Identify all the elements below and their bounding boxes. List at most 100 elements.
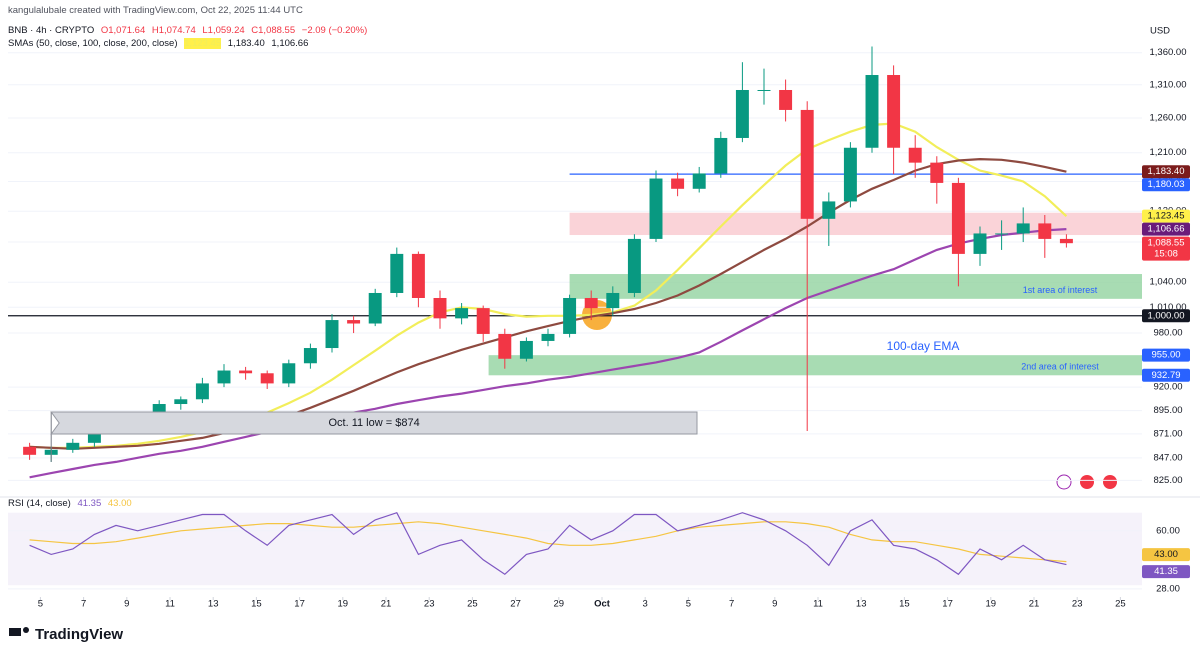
- x-tick-label: 21: [1029, 599, 1040, 610]
- rsi-value: 43.00: [107, 498, 132, 509]
- y-tick-label: 847.00: [1153, 452, 1182, 463]
- candle-body: [195, 383, 209, 400]
- zone: [569, 274, 1142, 299]
- candle-body: [433, 297, 447, 319]
- x-tick-label: 23: [1072, 599, 1083, 610]
- candle-body: [887, 75, 901, 148]
- indicator-line: SMAs (50, close, 100, close, 200, close)…: [8, 38, 312, 49]
- brand: TradingView: [9, 626, 123, 643]
- symbol-line: BNB · 4h · CRYPTO O1,071.64 H1,074.74 L1…: [8, 25, 371, 36]
- indicator-value: 1,123.45: [184, 38, 222, 49]
- price-label: 1,000.00: [1148, 310, 1185, 321]
- x-tick-label: 27: [510, 599, 521, 610]
- candle-body: [606, 292, 620, 309]
- zone-label: 1st area of interest: [1023, 285, 1098, 295]
- countdown: 15:08: [1154, 249, 1178, 260]
- rsi-value: 41.35: [77, 498, 102, 509]
- y-tick-label: 60.00: [1156, 525, 1180, 536]
- brand-name: TradingView: [35, 626, 123, 643]
- candle-body: [800, 109, 814, 219]
- candle-body: [627, 238, 641, 293]
- candle-body: [671, 178, 685, 189]
- credit: kangulalubale created with TradingView.c…: [8, 5, 303, 16]
- x-tick-label: 25: [467, 599, 478, 610]
- price-label: 1,180.03: [1148, 179, 1185, 190]
- price-label-box: [1142, 309, 1190, 323]
- x-tick-label: 25: [1115, 599, 1126, 610]
- price-label: 932.79: [1151, 370, 1180, 381]
- x-tick-label: 13: [856, 599, 867, 610]
- candle-body: [1059, 238, 1073, 244]
- indicator-value: 1,183.40: [227, 38, 265, 49]
- candle-body: [476, 308, 490, 334]
- price-label-box: [1142, 236, 1190, 261]
- y-tick-label: 1,040.00: [1150, 277, 1187, 288]
- x-tick-label: 15: [251, 599, 262, 610]
- x-tick-label: 17: [942, 599, 953, 610]
- x-tick-label: 5: [38, 599, 43, 610]
- ema-annotation: 100-day EMA: [887, 339, 960, 353]
- candle-body: [735, 89, 749, 138]
- rsi-line: [29, 511, 1067, 576]
- candle-body: [1016, 223, 1030, 234]
- price-label-box: [1142, 209, 1190, 223]
- zones: 1st area of interest 2nd area of interest: [488, 212, 1143, 376]
- candle-body: [822, 201, 836, 219]
- callout-text: Oct. 11 low = $874: [328, 417, 419, 429]
- candle-body: [217, 370, 231, 384]
- candle-body: [390, 253, 404, 293]
- rsi-line: [29, 521, 1067, 563]
- logo-mark: [23, 627, 29, 633]
- x-tick-label: Oct: [594, 599, 611, 610]
- candle-body: [951, 182, 965, 254]
- icon: [1080, 475, 1094, 489]
- candle-body: [368, 292, 382, 324]
- zone: [569, 212, 1142, 236]
- candle-body: [757, 89, 771, 91]
- candle-body: [303, 348, 317, 364]
- rsi-band: [8, 512, 1142, 586]
- candle-body: [865, 75, 879, 148]
- y-tick-label: 1,310.00: [1150, 79, 1187, 90]
- candle-body: [260, 373, 274, 384]
- candle-body: [411, 253, 425, 298]
- candle-body: [239, 370, 253, 374]
- icon: [1103, 475, 1117, 489]
- rsi-last-box: [1142, 565, 1190, 579]
- candle-body: [519, 340, 533, 359]
- symbol: BNB · 4h · CRYPTO: [8, 25, 95, 36]
- price-label: 955.00: [1151, 350, 1180, 361]
- x-tick-label: 11: [165, 599, 175, 610]
- x-tick-label: 19: [338, 599, 349, 610]
- x-tick-label: 5: [686, 599, 691, 610]
- x-tick-label: 9: [772, 599, 777, 610]
- callout-box: [50, 411, 698, 435]
- candle-body: [325, 320, 339, 349]
- price-label: 1,106.66: [1148, 224, 1185, 235]
- x-tick-label: 7: [81, 599, 86, 610]
- x-tick-label: 21: [381, 599, 392, 610]
- x-tick-label: 15: [899, 599, 910, 610]
- x-tick-label: 29: [554, 599, 565, 610]
- indicator: SMAs (50, close, 100, close, 200, close): [8, 38, 178, 49]
- price-label-box: [1142, 178, 1190, 192]
- y-tick-label: 1,210.00: [1150, 147, 1187, 158]
- event-icons: [1056, 474, 1117, 490]
- ohlc: L1,059.24: [202, 25, 245, 36]
- ohlc: H1,074.74: [151, 25, 196, 36]
- zone-label: 2nd area of interest: [1021, 362, 1099, 372]
- axis-labels: 1,360.001,310.001,260.001,210.001,170.00…: [1142, 47, 1190, 486]
- y-tick-label: 825.00: [1153, 475, 1182, 486]
- x-tick-label: 7: [729, 599, 734, 610]
- icon: [1056, 474, 1072, 490]
- x-tick-label: 11: [813, 599, 823, 610]
- candle-body: [649, 178, 663, 239]
- candle-body: [908, 147, 922, 163]
- candle-body: [843, 147, 857, 202]
- candle-body: [23, 446, 37, 455]
- y-tick-label: 28.00: [1156, 583, 1180, 594]
- ohlc: C1,088.55: [251, 25, 296, 36]
- price-label: 1,123.45: [1148, 211, 1185, 222]
